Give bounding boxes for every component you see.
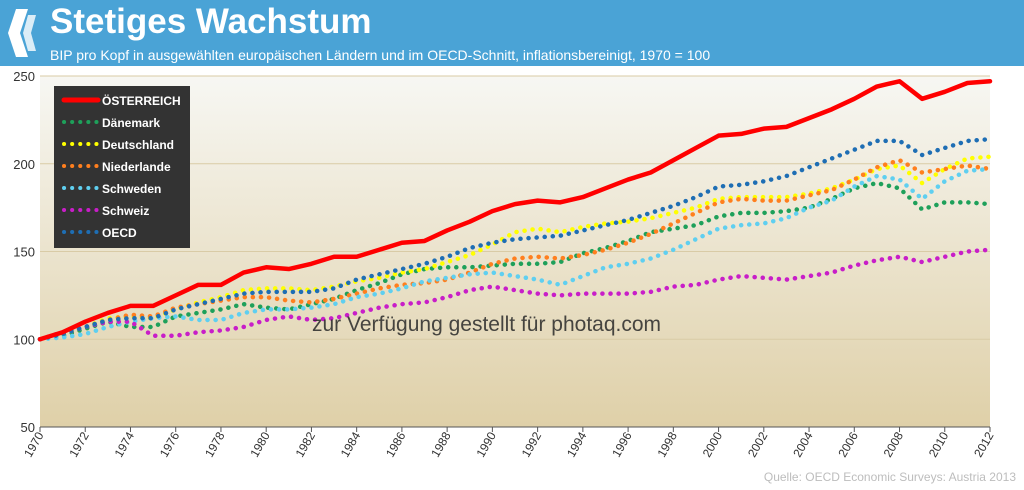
x-tick-label: 2010	[926, 429, 952, 459]
x-tick-label: 1980	[247, 429, 273, 459]
x-tick-label: 2004	[790, 429, 816, 459]
legend-label: Schweden	[102, 182, 161, 196]
series-line-schweiz	[37, 247, 993, 342]
chart-subtitle: BIP pro Kopf in ausgewählten europäische…	[50, 47, 711, 63]
x-tick-label: 2006	[835, 429, 861, 459]
x-tick-label: 2002	[745, 429, 771, 459]
header-banner: Stetiges Wachstum BIP pro Kopf in ausgew…	[0, 0, 1024, 66]
y-tick-label: 100	[13, 332, 35, 347]
x-tick-label: 1986	[383, 429, 409, 459]
logo-icon	[8, 9, 36, 57]
series-line-oecd	[37, 136, 993, 342]
legend-label: Niederlande	[102, 160, 171, 174]
y-tick-label: 250	[13, 69, 35, 84]
x-tick-label: 1998	[654, 429, 680, 459]
source-note: Quelle: OECD Economic Surveys: Austria 2…	[763, 470, 1016, 484]
x-tick-label: 1994	[564, 429, 590, 459]
chart-title: Stetiges Wachstum	[50, 2, 372, 41]
legend-label: Schweiz	[102, 204, 149, 218]
y-tick-label: 50	[21, 420, 35, 435]
x-tick-label: 1996	[609, 429, 635, 459]
legend-label: ÖSTERREICH	[102, 93, 181, 108]
x-tick-label: 1992	[519, 429, 545, 459]
y-tick-label: 200	[13, 157, 35, 172]
legend-label: Dänemark	[102, 116, 160, 130]
series-line-dänemark	[37, 180, 993, 342]
legend-box	[54, 86, 190, 248]
series-line-österreich	[37, 79, 993, 342]
x-tick-label: 1976	[157, 429, 183, 459]
x-tick-label: 2008	[881, 429, 907, 459]
watermark-text: zur Verfügung gestellt für photaq.com	[312, 313, 662, 336]
x-tick-label: 1982	[293, 429, 319, 459]
x-tick-label: 1990	[474, 429, 500, 459]
x-tick-label: 2012	[971, 429, 997, 459]
x-tick-label: 1978	[202, 429, 228, 459]
series-line-deutschland	[37, 154, 993, 342]
legend-label: OECD	[102, 226, 137, 240]
x-tick-label: 1974	[112, 429, 138, 459]
legend-label: Deutschland	[102, 138, 174, 152]
x-tick-label: 1984	[338, 429, 364, 459]
y-tick-label: 150	[13, 245, 35, 260]
x-tick-label: 1988	[428, 429, 454, 459]
x-tick-label: 2000	[700, 429, 726, 459]
series-line-schweden	[37, 166, 993, 342]
x-tick-label: 1972	[66, 429, 92, 459]
